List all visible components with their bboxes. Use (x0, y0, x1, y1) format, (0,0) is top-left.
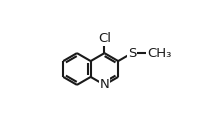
Text: N: N (100, 78, 109, 91)
Text: CH₃: CH₃ (147, 47, 172, 60)
Text: S: S (128, 47, 136, 60)
Text: Cl: Cl (98, 32, 111, 45)
